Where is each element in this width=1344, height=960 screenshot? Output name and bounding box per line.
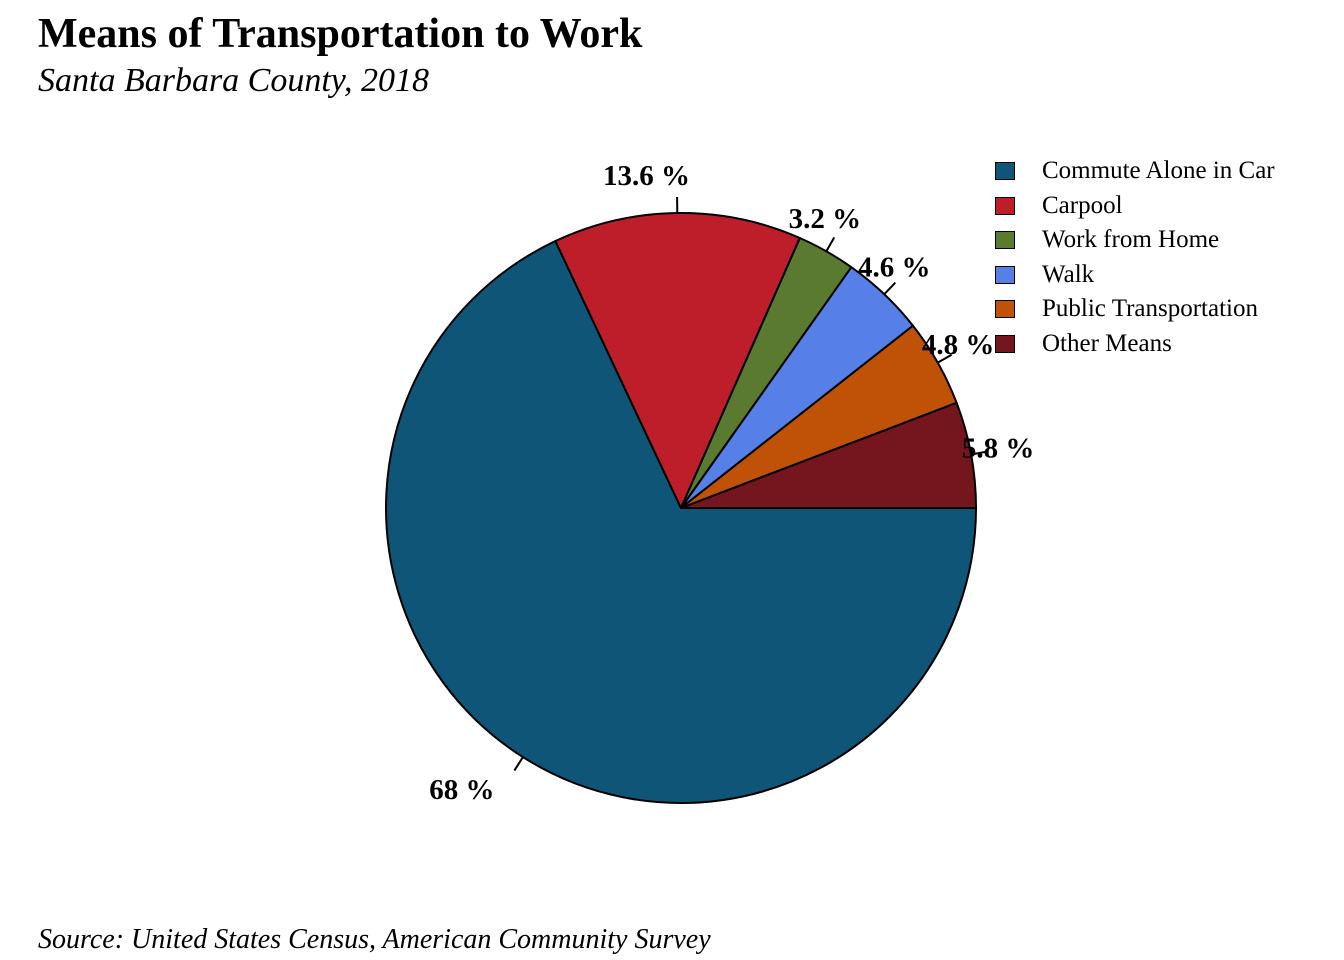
legend-item: Public Transportation xyxy=(995,292,1275,327)
label-tick xyxy=(513,756,524,772)
legend-swatch xyxy=(995,162,1015,181)
legend-label: Commute Alone in Car xyxy=(1042,157,1275,185)
pie-slices xyxy=(385,212,977,804)
legend-label: Public Transportation xyxy=(1042,295,1258,323)
slice-labels: 68 % 13.6 % 3.2 % 4.6 % 4.8 % 5.8 % xyxy=(429,160,1034,806)
legend-label: Work from Home xyxy=(1042,226,1220,254)
label-tick xyxy=(970,450,988,456)
chart-legend: Commute Alone in Car Carpool Work from H… xyxy=(995,154,1275,361)
legend-swatch xyxy=(995,196,1015,215)
chart-subtitle: Santa Barbara County, 2018 xyxy=(38,62,430,99)
slice-label-work-from-home: 3.2 % xyxy=(789,203,862,235)
legend-label: Carpool xyxy=(1042,191,1123,219)
legend-swatch xyxy=(995,334,1015,353)
legend-swatch xyxy=(995,265,1015,284)
legend-item: Commute Alone in Car xyxy=(995,154,1275,189)
legend-swatch xyxy=(995,300,1015,319)
legend-label: Walk xyxy=(1042,260,1095,288)
legend-swatch xyxy=(995,231,1015,250)
pie-slice-other-means xyxy=(680,401,977,509)
label-tick xyxy=(825,236,836,252)
legend-label: Other Means xyxy=(1042,329,1172,357)
label-tick xyxy=(937,353,953,364)
legend-item: Work from Home xyxy=(995,223,1275,258)
slice-label-commute-alone-in-car: 68 % xyxy=(429,774,494,806)
pie-slice-carpool xyxy=(554,212,801,509)
slice-label-carpool: 13.6 % xyxy=(603,160,690,192)
legend-item: Walk xyxy=(995,258,1275,293)
label-tick xyxy=(883,281,897,295)
chart-caption: Source: United States Census, American C… xyxy=(38,924,711,955)
slice-label-public-transportation: 4.8 % xyxy=(922,329,995,361)
chart-title: Means of Transportation to Work xyxy=(38,11,643,57)
legend-item: Other Means xyxy=(995,327,1275,362)
slice-label-other-means: 5.8 % xyxy=(962,433,1035,465)
slice-label-walk: 4.6 % xyxy=(858,252,931,284)
pie-slice-commute-alone-in-car xyxy=(385,240,977,804)
legend-item: Carpool xyxy=(995,189,1275,224)
